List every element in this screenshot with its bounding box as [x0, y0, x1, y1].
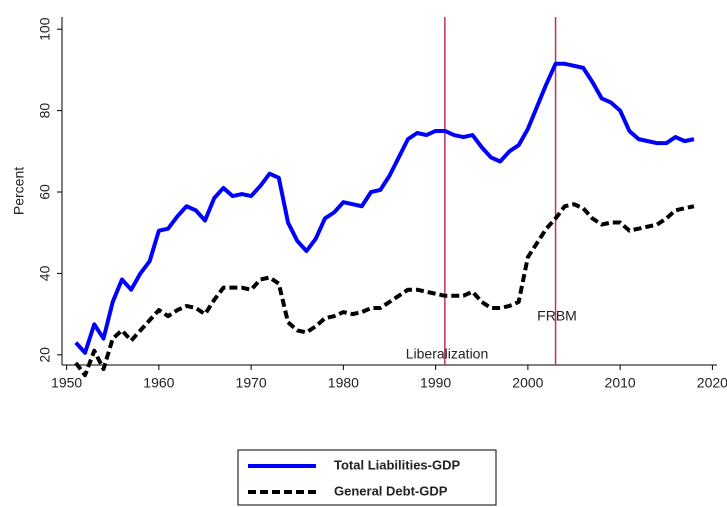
x-tick-label: 1960 — [143, 375, 174, 391]
y-axis-label: Percent — [11, 167, 27, 215]
y-tick-label: 40 — [37, 265, 53, 281]
series-line — [74, 202, 695, 378]
y-tick-label: 100 — [37, 17, 53, 41]
annotation: Liberalization — [406, 346, 489, 362]
series-line — [74, 61, 695, 355]
x-tick-label: 1950 — [51, 375, 82, 391]
annotation: FRBM — [537, 308, 577, 324]
x-tick-label: 1970 — [236, 375, 267, 391]
y-tick-label: 80 — [37, 103, 53, 119]
x-tick-label: 2010 — [605, 375, 636, 391]
legend-box — [237, 449, 497, 506]
x-tick-label: 2000 — [512, 375, 543, 391]
legend-label: Total Liabilities-GDP — [334, 457, 460, 472]
x-tick-label: 1980 — [328, 375, 359, 391]
x-tick-label: 2020 — [697, 375, 727, 391]
x-tick-label: 1990 — [420, 375, 451, 391]
y-tick-label: 20 — [37, 347, 53, 363]
y-tick-label: 60 — [37, 184, 53, 200]
legend-label: General Debt-GDP — [334, 483, 448, 498]
